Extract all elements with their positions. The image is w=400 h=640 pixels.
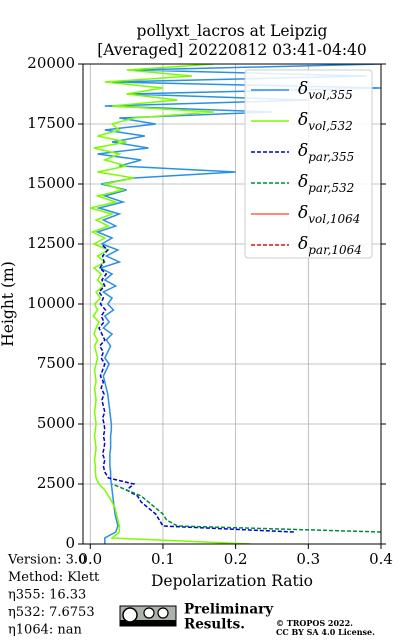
annotation: η1064: nan	[8, 623, 83, 638]
legend-box	[244, 69, 373, 259]
x-axis-label: Depolarization Ratio	[151, 572, 313, 590]
profile-line	[98, 243, 294, 533]
y-tick-label: 12500	[27, 234, 75, 252]
annotation: Method: Klett	[8, 570, 100, 585]
legend-label: δpar,532	[298, 172, 354, 195]
y-tick-label: 20000	[27, 54, 75, 72]
chart-subtitle: [Averaged] 20220812 03:41-04:40	[97, 41, 367, 59]
profile-line	[111, 483, 381, 533]
annotation: η355: 16.33	[8, 588, 86, 603]
y-tick-label: 5000	[37, 414, 75, 432]
chart-title: pollyxt_lacros at Leipzig	[137, 22, 328, 40]
legend: δvol,355 δvol,532 δpar,355 δpar,532 δvol,106…	[244, 69, 373, 259]
x-tick-label: 0.2	[224, 550, 248, 568]
y-tick-label: 2500	[37, 474, 75, 492]
license-note: © TROPOS 2022.	[276, 618, 353, 628]
legend-label: δvol,532	[298, 110, 353, 133]
x-tick-label: 0.3	[296, 550, 320, 568]
preliminary-note: Results.	[184, 617, 245, 633]
profile-line	[95, 64, 381, 544]
y-tick-label: 10000	[27, 294, 75, 312]
y-axis-label: Height (m)	[0, 261, 17, 347]
y-tick-label: 7500	[37, 354, 75, 372]
y-tick-label: 15000	[27, 174, 75, 192]
legend-label: δvol,1064	[298, 203, 360, 226]
preliminary-note: Preliminary	[184, 602, 274, 618]
cc-logo	[119, 605, 177, 627]
license-note: CC BY SA 4.0 License.	[276, 627, 375, 637]
legend-label: δpar,355	[298, 141, 354, 164]
x-tick-label: 0.0	[78, 550, 102, 568]
y-tick-label: 17500	[27, 114, 75, 132]
annotation: Version: 3.0	[7, 553, 86, 568]
legend-label: δpar,1064	[298, 234, 362, 257]
x-tick-label: 0.4	[369, 550, 393, 568]
axes-frame	[82, 63, 382, 545]
profile-line	[90, 64, 251, 544]
legend-label: δvol,355	[298, 79, 353, 102]
x-tick-label: 0.1	[151, 550, 175, 568]
annotation: η532: 7.6753	[8, 605, 95, 620]
y-tick-label: 0	[65, 534, 75, 552]
